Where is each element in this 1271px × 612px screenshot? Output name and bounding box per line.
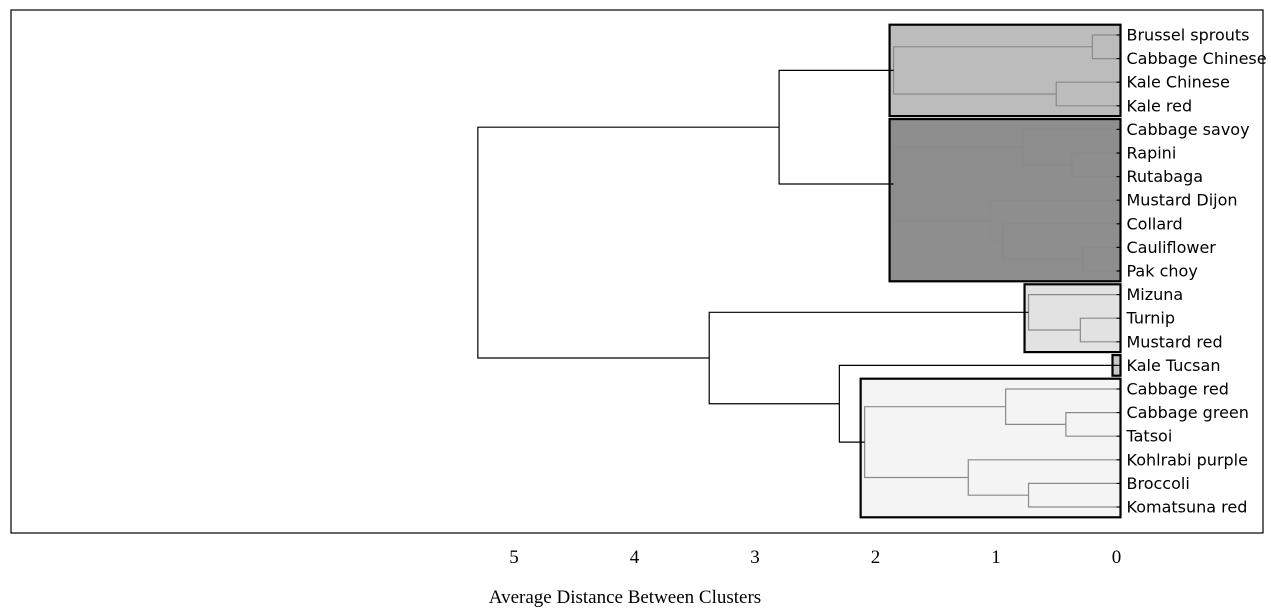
leaf-label-kohlrabi-purple: Kohlrabi purple [1127,450,1248,469]
leaf-label-brussel-sprouts: Brussel sprouts [1127,26,1250,45]
leaf-label-cabbage-green: Cabbage green [1127,403,1249,422]
merge-link-m20 [477,126,780,359]
leaf-label-komatsuna-red: Komatsuna red [1127,498,1248,517]
leaf-label-broccoli: Broccoli [1127,474,1190,493]
merge-link-m4 [1071,152,1117,178]
leaf-label-cabbage-red: Cabbage red [1127,380,1229,399]
merge-link-m15 [1027,482,1117,508]
x-axis-ticks: 5 4 3 2 1 0 [509,547,1121,568]
leaf-label-kale-red: Kale red [1127,96,1193,115]
leaf-label-rutabaga: Rutabaga [1127,167,1204,186]
x-tick-label-2: 2 [871,547,881,568]
leaf-label-mustard-red: Mustard red [1127,332,1223,351]
leaf-labels: Brussel sprouts Cabbage Chinese Kale Chine… [1126,26,1267,517]
leaf-label-mustard-dijon: Mustard Dijon [1127,191,1238,210]
cluster-box-5 [859,377,1122,519]
leaf-label-mizuna: Mizuna [1127,285,1184,304]
leaf-label-turnip: Turnip [1126,309,1176,328]
leaf-label-collard: Collard [1127,214,1183,233]
leaf-label-tatsoi: Tatsoi [1126,427,1173,446]
leaf-label-kale-tucsan: Kale Tucsan [1127,356,1221,375]
x-tick-label-5: 5 [509,547,519,568]
x-tick-label-3: 3 [750,547,760,568]
x-tick-label-1: 1 [991,547,1001,568]
leaf-label-pak-choy: Pak choy [1127,262,1198,281]
x-tick-label-0: 0 [1112,547,1122,568]
dendrogram-links [477,34,1121,508]
cluster-box-1 [888,23,1122,118]
leaf-label-rapini: Rapini [1127,144,1177,163]
cluster-highlights [859,23,1122,519]
leaf-label-cabbage-savoy: Cabbage savoy [1127,120,1250,139]
merge-link-m12 [1027,294,1117,331]
x-axis-title: Average Distance Between Clusters [489,587,761,608]
leaf-label-kale-chinese: Kale Chinese [1127,73,1230,92]
leaf-label-cabbage-chinese: Cabbage Chinese [1127,49,1267,68]
leaf-label-cauliflower: Cauliflower [1127,238,1217,257]
x-tick-label-4: 4 [630,547,640,568]
